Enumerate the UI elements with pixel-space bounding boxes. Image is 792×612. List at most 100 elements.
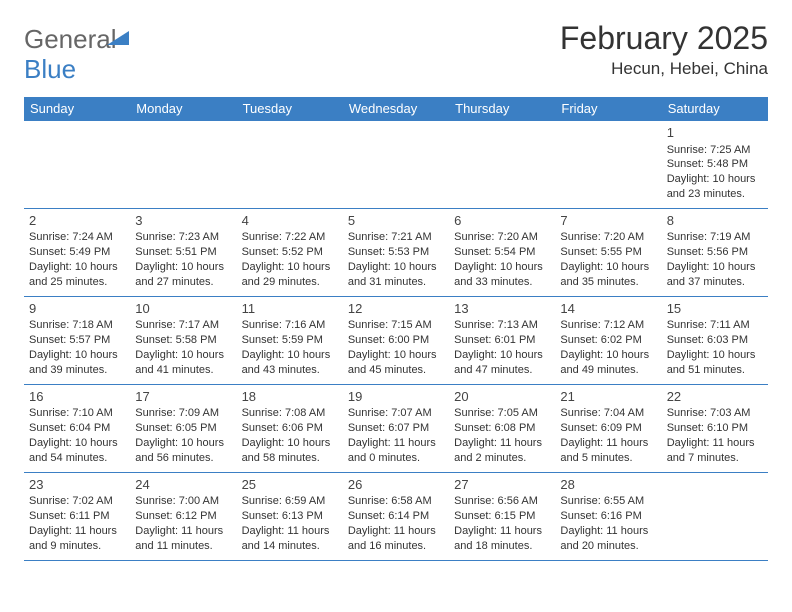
daylight-text: and 9 minutes. [29,539,125,554]
sunrise-text: Sunrise: 7:18 AM [29,318,125,333]
daylight-text: Daylight: 10 hours [135,348,231,363]
daylight-text: Daylight: 10 hours [29,348,125,363]
daylight-text: and 11 minutes. [135,539,231,554]
daylight-text: and 58 minutes. [242,451,338,466]
weekday-header: Sunday [24,97,130,121]
day-number: 16 [29,388,125,406]
calendar-cell: 17Sunrise: 7:09 AMSunset: 6:05 PMDayligh… [130,384,236,472]
sunset-text: Sunset: 6:05 PM [135,421,231,436]
day-number: 4 [242,212,338,230]
weekday-header: Saturday [662,97,768,121]
calendar-cell: 14Sunrise: 7:12 AMSunset: 6:02 PMDayligh… [555,296,661,384]
day-number: 26 [348,476,444,494]
day-number: 9 [29,300,125,318]
calendar-cell: 8Sunrise: 7:19 AMSunset: 5:56 PMDaylight… [662,208,768,296]
daylight-text: Daylight: 11 hours [454,436,550,451]
sunrise-text: Sunrise: 7:21 AM [348,230,444,245]
sunrise-text: Sunrise: 7:00 AM [135,494,231,509]
daylight-text: and 41 minutes. [135,363,231,378]
daylight-text: and 23 minutes. [667,187,763,202]
daylight-text: and 25 minutes. [29,275,125,290]
daylight-text: and 56 minutes. [135,451,231,466]
sunset-text: Sunset: 6:08 PM [454,421,550,436]
calendar-cell: 23Sunrise: 7:02 AMSunset: 6:11 PMDayligh… [24,472,130,560]
daylight-text: and 14 minutes. [242,539,338,554]
sunrise-text: Sunrise: 7:08 AM [242,406,338,421]
daylight-text: Daylight: 10 hours [135,436,231,451]
daylight-text: and 5 minutes. [560,451,656,466]
sunset-text: Sunset: 5:51 PM [135,245,231,260]
sunrise-text: Sunrise: 7:20 AM [560,230,656,245]
sunrise-text: Sunrise: 7:04 AM [560,406,656,421]
day-number: 3 [135,212,231,230]
calendar-cell: 24Sunrise: 7:00 AMSunset: 6:12 PMDayligh… [130,472,236,560]
calendar-row: 9Sunrise: 7:18 AMSunset: 5:57 PMDaylight… [24,296,768,384]
sunrise-text: Sunrise: 7:15 AM [348,318,444,333]
sunset-text: Sunset: 5:58 PM [135,333,231,348]
calendar-row: 16Sunrise: 7:10 AMSunset: 6:04 PMDayligh… [24,384,768,472]
day-number: 24 [135,476,231,494]
daylight-text: Daylight: 10 hours [29,260,125,275]
calendar-body: 1Sunrise: 7:25 AMSunset: 5:48 PMDaylight… [24,121,768,561]
calendar-cell-empty [237,121,343,209]
calendar-row: 1Sunrise: 7:25 AMSunset: 5:48 PMDaylight… [24,121,768,209]
sunset-text: Sunset: 6:11 PM [29,509,125,524]
daylight-text: Daylight: 10 hours [348,348,444,363]
daylight-text: and 54 minutes. [29,451,125,466]
day-number: 25 [242,476,338,494]
sunset-text: Sunset: 5:55 PM [560,245,656,260]
sunset-text: Sunset: 6:01 PM [454,333,550,348]
day-number: 18 [242,388,338,406]
sunrise-text: Sunrise: 7:25 AM [667,143,763,158]
day-number: 1 [667,124,763,142]
calendar-cell-empty [343,121,449,209]
daylight-text: Daylight: 10 hours [135,260,231,275]
weekday-header-row: SundayMondayTuesdayWednesdayThursdayFrid… [24,97,768,121]
daylight-text: and 29 minutes. [242,275,338,290]
sunset-text: Sunset: 5:49 PM [29,245,125,260]
calendar-cell: 9Sunrise: 7:18 AMSunset: 5:57 PMDaylight… [24,296,130,384]
daylight-text: and 37 minutes. [667,275,763,290]
calendar-cell: 3Sunrise: 7:23 AMSunset: 5:51 PMDaylight… [130,208,236,296]
day-number: 17 [135,388,231,406]
title-block: February 2025 Hecun, Hebei, China [560,20,768,79]
daylight-text: Daylight: 10 hours [560,348,656,363]
daylight-text: Daylight: 11 hours [242,524,338,539]
weekday-header: Monday [130,97,236,121]
calendar-cell: 4Sunrise: 7:22 AMSunset: 5:52 PMDaylight… [237,208,343,296]
daylight-text: Daylight: 10 hours [560,260,656,275]
daylight-text: Daylight: 10 hours [667,172,763,187]
sunrise-text: Sunrise: 7:11 AM [667,318,763,333]
sunset-text: Sunset: 6:07 PM [348,421,444,436]
calendar-cell: 26Sunrise: 6:58 AMSunset: 6:14 PMDayligh… [343,472,449,560]
daylight-text: Daylight: 11 hours [667,436,763,451]
daylight-text: and 33 minutes. [454,275,550,290]
day-number: 12 [348,300,444,318]
sunrise-text: Sunrise: 6:59 AM [242,494,338,509]
day-number: 28 [560,476,656,494]
day-number: 22 [667,388,763,406]
daylight-text: Daylight: 11 hours [348,524,444,539]
sunrise-text: Sunrise: 7:23 AM [135,230,231,245]
sunrise-text: Sunrise: 7:19 AM [667,230,763,245]
calendar-cell: 12Sunrise: 7:15 AMSunset: 6:00 PMDayligh… [343,296,449,384]
daylight-text: Daylight: 11 hours [560,436,656,451]
day-number: 8 [667,212,763,230]
sunrise-text: Sunrise: 7:02 AM [29,494,125,509]
calendar-cell-empty [130,121,236,209]
calendar-cell: 25Sunrise: 6:59 AMSunset: 6:13 PMDayligh… [237,472,343,560]
day-number: 19 [348,388,444,406]
sunset-text: Sunset: 6:09 PM [560,421,656,436]
sunrise-text: Sunrise: 7:10 AM [29,406,125,421]
calendar-row: 23Sunrise: 7:02 AMSunset: 6:11 PMDayligh… [24,472,768,560]
calendar-cell-empty [24,121,130,209]
calendar-row: 2Sunrise: 7:24 AMSunset: 5:49 PMDaylight… [24,208,768,296]
calendar-table: SundayMondayTuesdayWednesdayThursdayFrid… [24,97,768,561]
calendar-cell: 21Sunrise: 7:04 AMSunset: 6:09 PMDayligh… [555,384,661,472]
daylight-text: and 20 minutes. [560,539,656,554]
daylight-text: Daylight: 10 hours [242,348,338,363]
day-number: 6 [454,212,550,230]
daylight-text: Daylight: 11 hours [135,524,231,539]
calendar-cell: 22Sunrise: 7:03 AMSunset: 6:10 PMDayligh… [662,384,768,472]
day-number: 13 [454,300,550,318]
